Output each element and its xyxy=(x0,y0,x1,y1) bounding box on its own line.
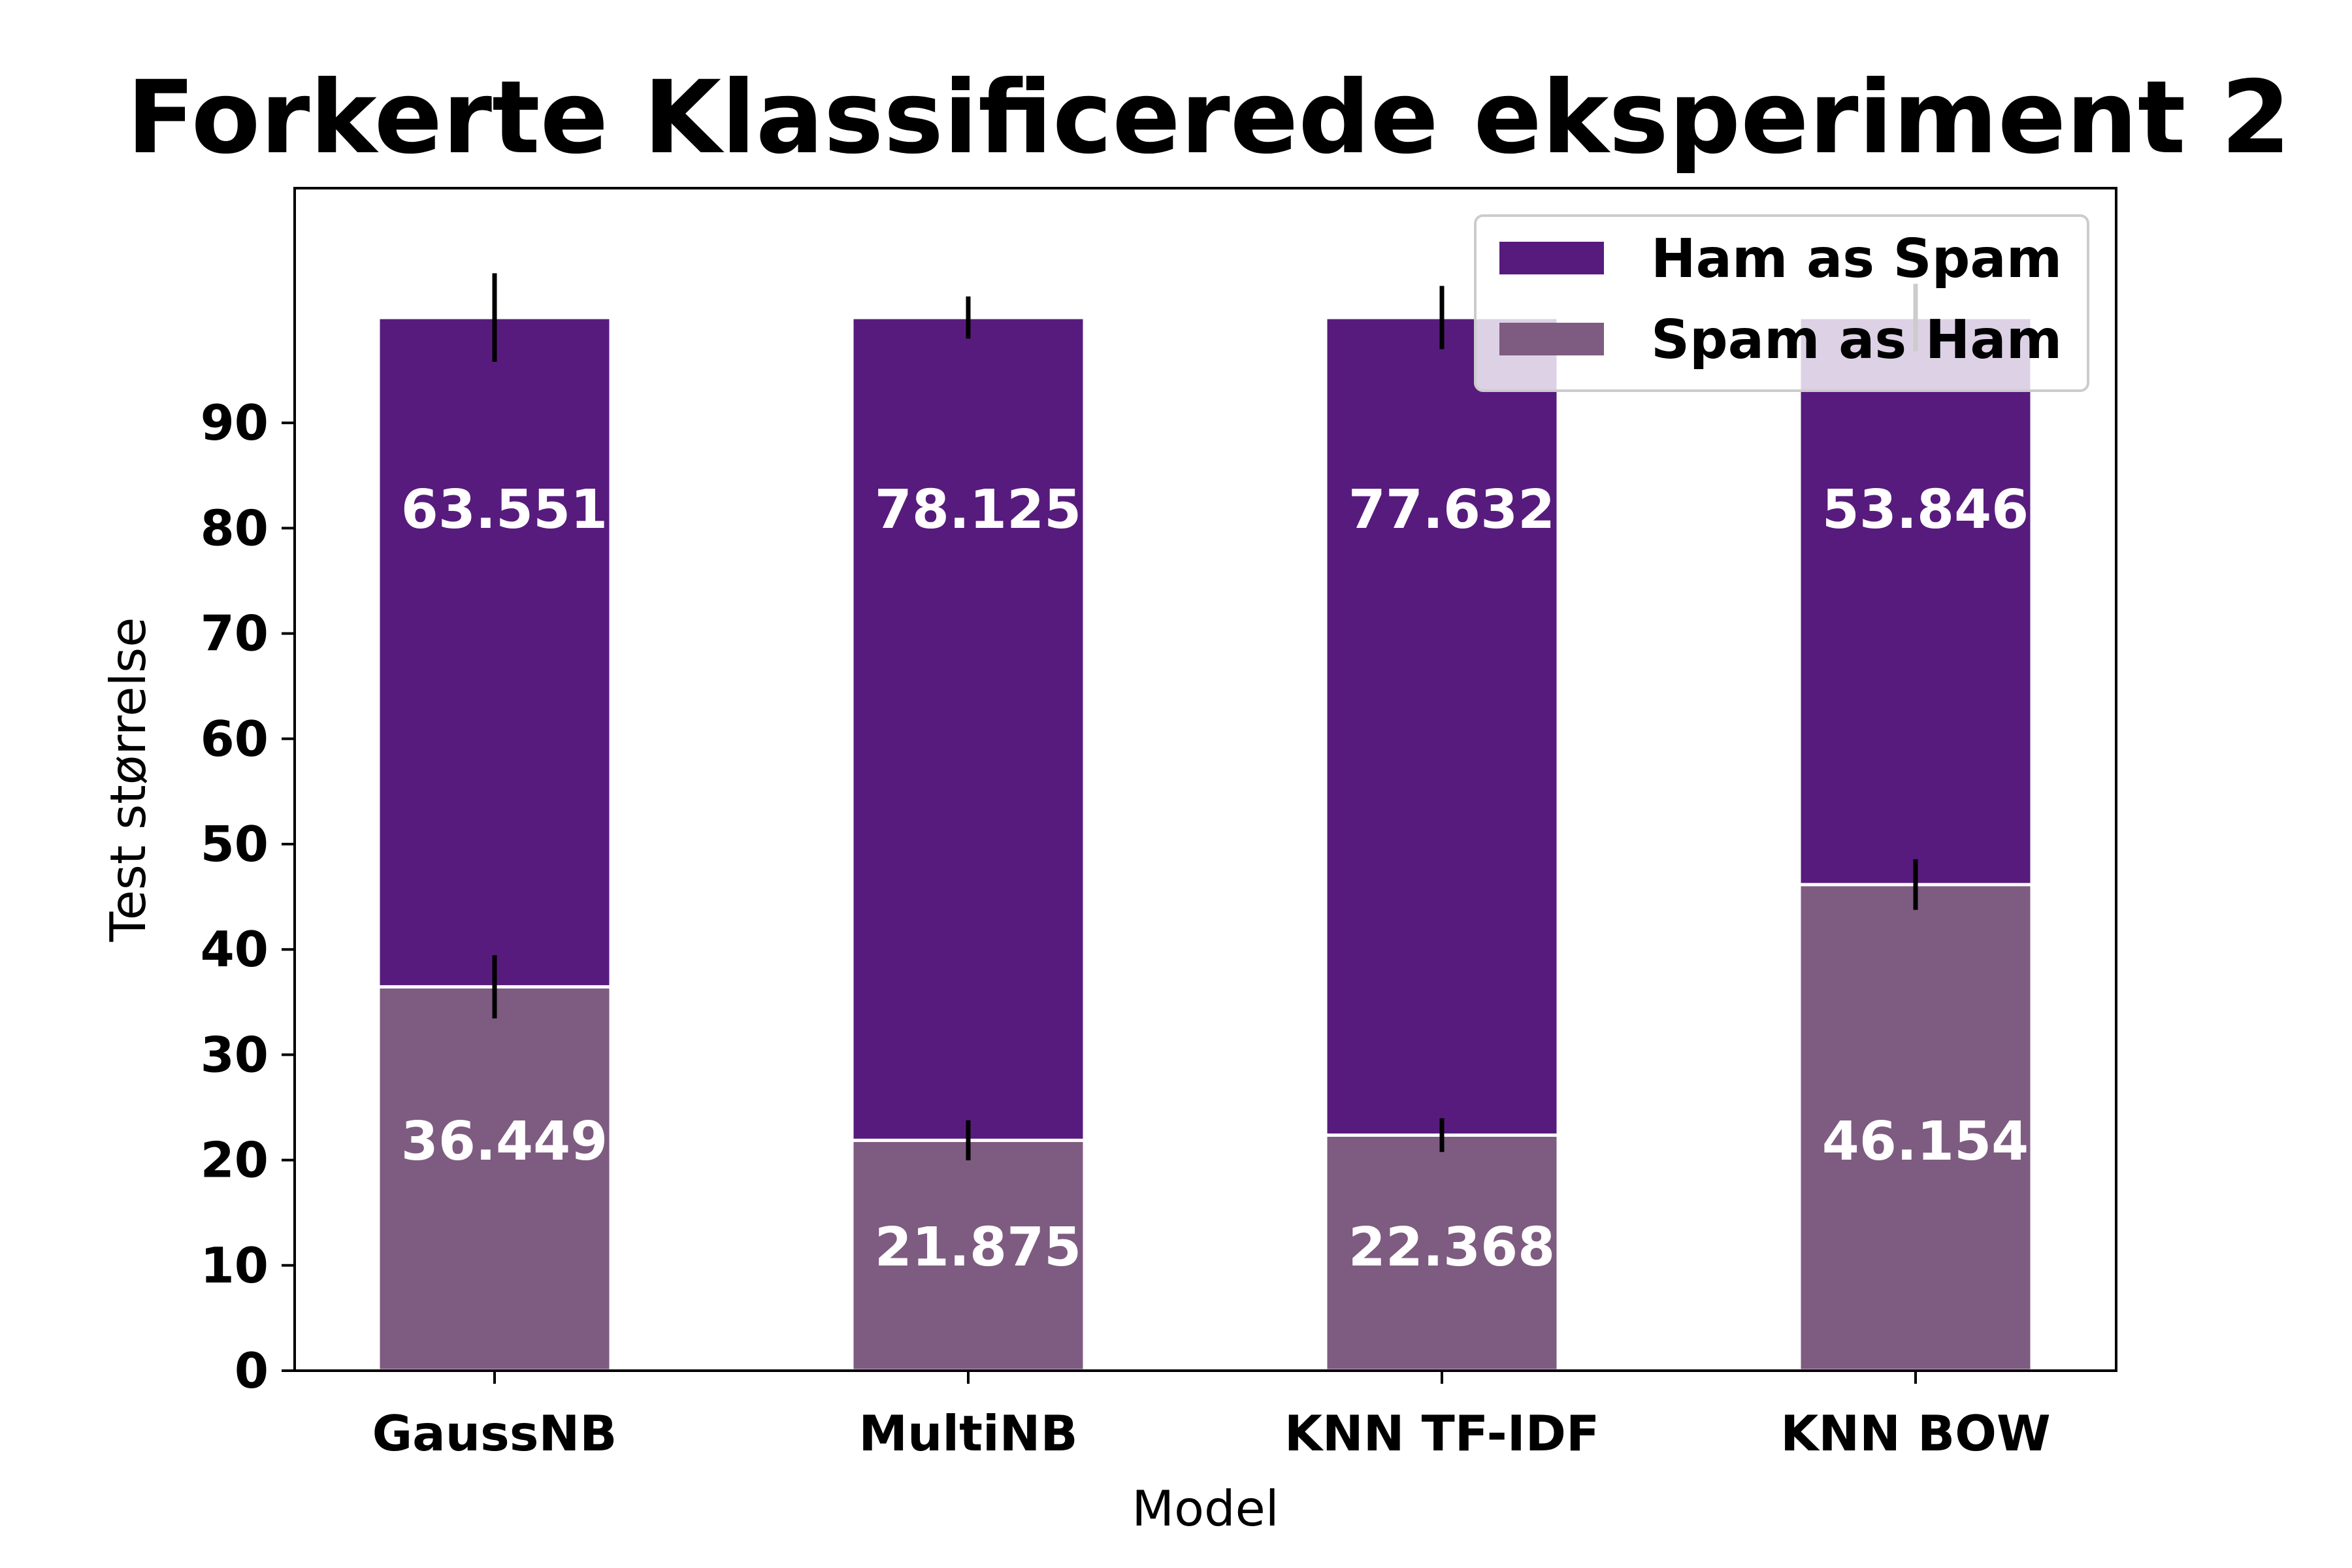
x-axis: GaussNB MultiNB KNN TF-IDF KNN BOW xyxy=(372,1371,2051,1462)
legend-swatch-spam-as-ham xyxy=(1499,323,1604,355)
bars-layer xyxy=(376,316,2034,1373)
bar-label-ham-as-spam-multinb: 78.125 xyxy=(875,479,1081,541)
y-tick-label: 10 xyxy=(201,1237,269,1294)
bar-label-ham-as-spam-knn-tf-idf: 77.632 xyxy=(1348,479,1555,541)
y-tick-label: 60 xyxy=(201,710,269,768)
legend: Ham as Spam Spam as Ham xyxy=(1474,214,2089,392)
y-axis-label: Test størrelse xyxy=(99,617,157,943)
y-tick-label: 20 xyxy=(201,1132,269,1189)
x-tick-label-gaussnb: GaussNB xyxy=(372,1405,617,1462)
bar-label-ham-as-spam-knn-bow: 53.846 xyxy=(1822,479,2029,541)
y-tick-label: 40 xyxy=(201,921,269,978)
plot-frame xyxy=(293,187,2117,1372)
x-tick-label-knn-bow: KNN BOW xyxy=(1780,1405,2050,1462)
chart-title: Forkerte Klassificerede eksperiment 2 xyxy=(127,59,2291,176)
bar-label-spam-as-ham-multinb: 21.875 xyxy=(875,1217,1081,1279)
bar-ham-as-spam-gaussnb xyxy=(376,316,613,988)
bar-label-spam-as-ham-gaussnb: 36.449 xyxy=(401,1111,608,1173)
x-axis-label: Model xyxy=(1132,1480,1279,1537)
bar-labels-layer: 36.449 21.875 22.368 46.154 63.551 78.125 77.6… xyxy=(401,479,2029,1279)
y-tick-label: 0 xyxy=(235,1342,269,1399)
bar-spam-as-ham-knn-tf-idf xyxy=(1324,1133,1560,1373)
bar-ham-as-spam-multinb xyxy=(850,316,1086,1142)
y-tick-label: 90 xyxy=(201,394,269,451)
bar-ham-as-spam-knn-bow xyxy=(1797,316,2034,887)
legend-box xyxy=(1474,214,2089,392)
y-tick-label: 70 xyxy=(201,605,269,662)
legend-swatch-ham-as-spam xyxy=(1499,242,1604,274)
bar-label-spam-as-ham-knn-tf-idf: 22.368 xyxy=(1348,1217,1555,1279)
y-tick-label: 50 xyxy=(201,815,269,873)
x-tick-label-knn-tf-idf: KNN TF-IDF xyxy=(1284,1405,1599,1462)
bar-ham-as-spam-knn-tf-idf xyxy=(1324,316,1560,1137)
bar-spam-as-ham-gaussnb xyxy=(376,985,613,1373)
y-tick-label: 80 xyxy=(201,499,269,557)
bar-label-ham-as-spam-gaussnb: 63.551 xyxy=(401,479,608,541)
legend-label-spam-as-ham: Spam as Ham xyxy=(1651,309,2062,371)
x-tick-label-multinb: MultiNB xyxy=(858,1405,1077,1462)
y-axis: 0 10 20 30 40 50 60 70 80 90 xyxy=(201,394,295,1399)
legend-label-ham-as-spam: Ham as Spam xyxy=(1651,228,2062,290)
y-tick-label: 30 xyxy=(201,1026,269,1083)
bar-spam-as-ham-multinb xyxy=(850,1138,1086,1373)
errorbars-layer xyxy=(492,273,1918,1161)
bar-label-spam-as-ham-knn-bow: 46.154 xyxy=(1822,1111,2029,1173)
